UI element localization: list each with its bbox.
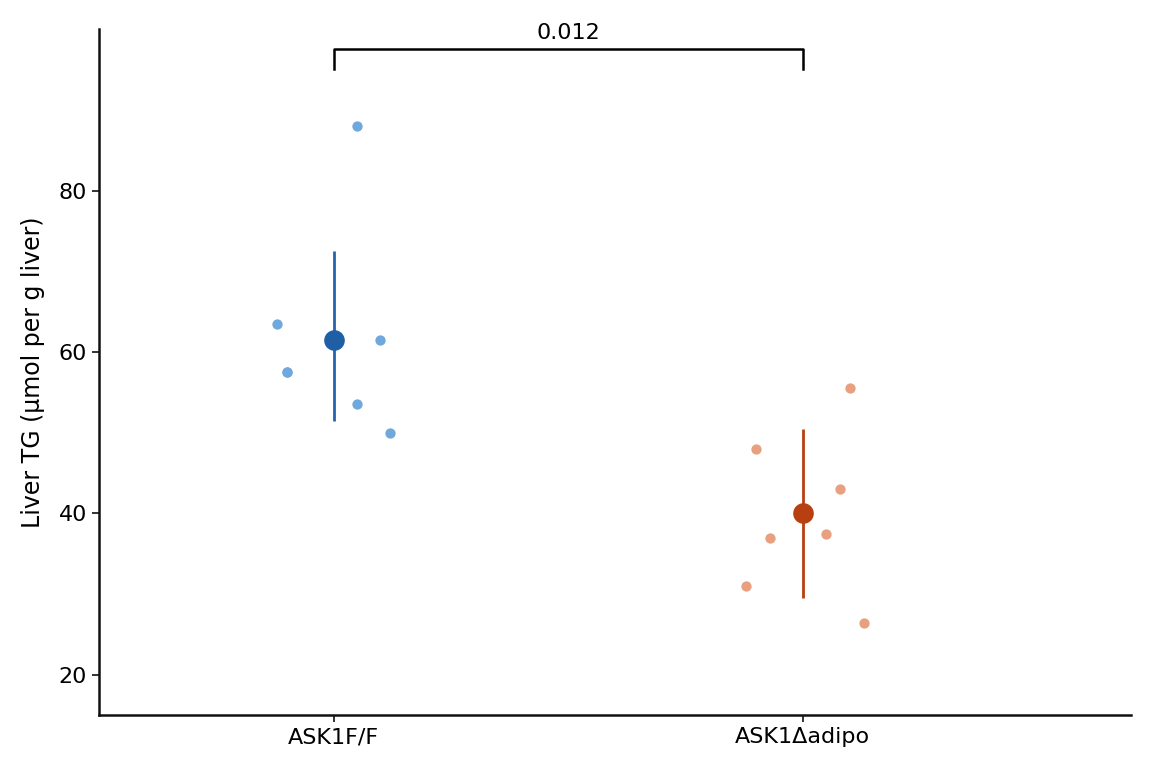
Point [760, 531, 779, 544]
Point [348, 399, 366, 411]
Point [737, 580, 756, 592]
Point [794, 508, 812, 520]
Point [268, 318, 287, 330]
Point [746, 442, 765, 455]
Point [841, 382, 859, 395]
Text: 0.012: 0.012 [536, 23, 600, 43]
Point [278, 366, 296, 379]
Point [855, 617, 873, 629]
Point [348, 120, 366, 132]
Point [380, 426, 399, 439]
Point [371, 334, 389, 346]
Point [831, 483, 849, 495]
Point [817, 528, 835, 540]
Y-axis label: Liver TG (μmol per g liver): Liver TG (μmol per g liver) [21, 217, 45, 528]
Point [278, 366, 296, 379]
Point [325, 334, 343, 346]
